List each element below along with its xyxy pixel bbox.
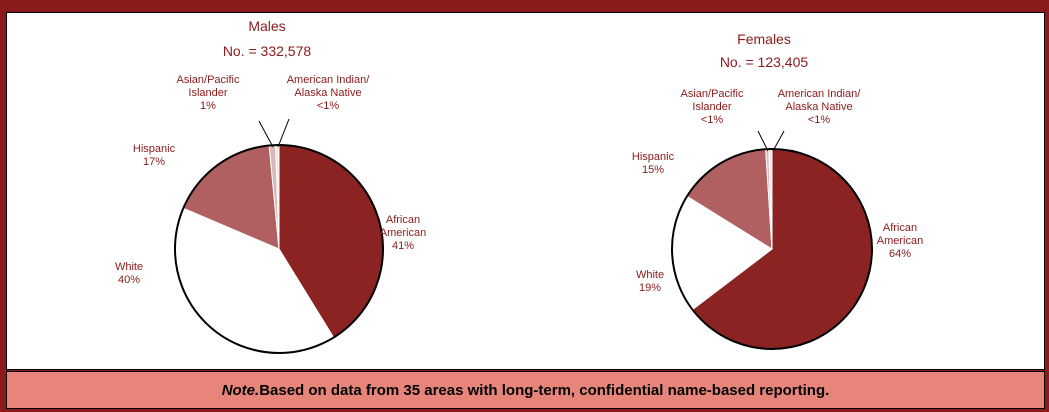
females-pie-outline xyxy=(671,148,873,350)
females-label-american-indian-alaska-native: American Indian/Alaska Native <1% xyxy=(778,88,861,126)
note-label: Note. xyxy=(221,381,260,399)
chart-panel: Males No. = 332,578 African American 41% Whit… xyxy=(6,12,1045,370)
females-leader-american-indian-alaska-native xyxy=(772,130,785,152)
females-label-white: White 19% xyxy=(636,269,664,294)
females-pie-subtitle: No. = 123,405 xyxy=(720,54,809,70)
males-leader-asian-pacific-islander xyxy=(258,120,274,148)
males-pie-title: Males xyxy=(248,18,285,34)
females-leader-asian-pacific-islander xyxy=(757,130,769,152)
females-label-asian-pacific-islander: Asian/Pacific Islander <1% xyxy=(681,88,744,126)
males-label-white: White 40% xyxy=(115,261,143,286)
males-label-asian-pacific-islander: Asian/Pacific Islander 1% xyxy=(177,74,240,112)
males-pie-subtitle: No. = 332,578 xyxy=(223,43,312,59)
note-bar: Note. Based on data from 35 areas with l… xyxy=(6,371,1045,409)
males-label-hispanic: Hispanic 17% xyxy=(133,143,176,168)
females-label-african-american: African American 64% xyxy=(877,222,923,260)
males-label-american-indian-alaska-native: American Indian/Alaska Native <1% xyxy=(287,74,370,112)
note-text: Based on data from 35 areas with long-te… xyxy=(259,381,830,399)
males-label-african-american: African American 41% xyxy=(380,214,426,252)
pie-charts: Males No. = 332,578 African American 41% Whit… xyxy=(115,18,923,354)
males-leader-american-indian-alaska-native xyxy=(277,118,290,148)
females-pie-title: Females xyxy=(737,31,791,47)
females-label-hispanic: Hispanic 15% xyxy=(632,151,675,176)
